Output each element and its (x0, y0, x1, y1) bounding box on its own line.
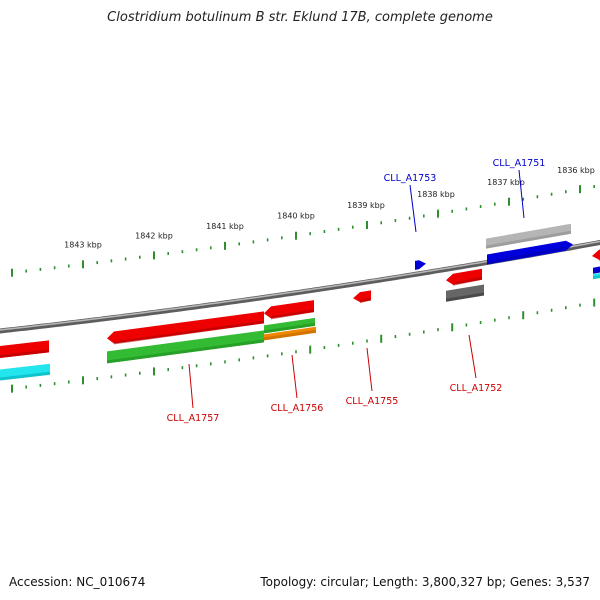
scale-label: 1840 kbp (277, 212, 315, 221)
map-title: Clostridium botulinum B str. Eklund 17B,… (107, 10, 493, 25)
leader-line (291, 354, 298, 399)
gene-label-text: CLL_A1757 (167, 413, 220, 424)
cds-cll-a1751 (487, 240, 573, 265)
leader-line (468, 334, 477, 379)
feature-body (107, 311, 264, 344)
cds-cll-a1751-gray (486, 223, 571, 249)
feature-shade (264, 329, 316, 341)
scale-label: 1841 kbp (206, 222, 244, 231)
feature-shade (593, 269, 600, 274)
scale-label: 1839 kbp (347, 201, 385, 210)
gene-right-cyan (593, 273, 600, 280)
genome-summary-label: Topology: circular; Length: 3,800,327 bp… (260, 575, 590, 589)
feature-body (592, 249, 600, 260)
gene-left-cyan (0, 363, 50, 381)
gene-label-cll-a1757: CLL_A1757 (167, 363, 220, 424)
feature-shade (487, 246, 566, 265)
feature-shade (415, 265, 419, 270)
gene-label-text: CLL_A1755 (346, 396, 399, 407)
feature-shade (486, 230, 571, 249)
gene-label-text: CLL_A1752 (450, 383, 503, 394)
scale-ticks-lower (11, 298, 596, 393)
cds-cll-a1755 (353, 290, 371, 304)
feature-shade (264, 322, 315, 334)
gene-cll-a1757 (107, 330, 264, 364)
cds-cll-a1757 (107, 311, 264, 345)
scale-ticks-upper (11, 185, 596, 277)
leader-line (188, 363, 194, 409)
scale-label: 1842 kbp (135, 231, 173, 240)
gene-label-cll-a1752: CLL_A1752 (450, 334, 503, 394)
feature-shade (593, 275, 600, 280)
gene-label-cll-a1756: CLL_A1756 (271, 354, 324, 414)
scale-label: 1838 kbp (417, 190, 455, 199)
leader-line (366, 347, 373, 392)
gene-cll-a1756-orange (264, 326, 316, 341)
accession-label: Accession: NC_010674 (9, 575, 146, 589)
leader-line (409, 184, 417, 233)
cds-cll-a1753 (415, 260, 426, 270)
cds-right-red (592, 249, 600, 261)
feature-shade (446, 292, 484, 302)
feature-shade (271, 309, 314, 320)
feature-shade (0, 349, 49, 359)
scale-label: 1843 kbp (64, 240, 102, 249)
scale-label: 1836 kbp (557, 166, 595, 175)
feature-shade (114, 320, 264, 345)
cds-cll-a1752 (446, 268, 482, 286)
gene-label-cll-a1755: CLL_A1755 (346, 347, 399, 407)
cds-right-blue (593, 266, 600, 274)
gene-cll-a1752 (446, 284, 484, 302)
leader-line (518, 169, 525, 219)
gene-label-text: CLL_A1756 (271, 403, 324, 414)
gene-label-text: CLL_A1753 (384, 173, 437, 184)
cds-cll-a1756 (264, 300, 314, 320)
feature-shade (0, 371, 50, 381)
cds-left-red (0, 340, 49, 359)
feature-shade (107, 339, 264, 364)
gene-label-cll-a1751: CLL_A1751 (493, 158, 546, 219)
feature-shade (453, 276, 482, 286)
gene-label-cll-a1753: CLL_A1753 (384, 173, 437, 233)
gene-cll-a1756-green (264, 317, 315, 334)
scale-label: 1837 kbp (487, 178, 525, 187)
gene-label-text: CLL_A1751 (493, 158, 546, 169)
feature-shade (360, 297, 371, 304)
